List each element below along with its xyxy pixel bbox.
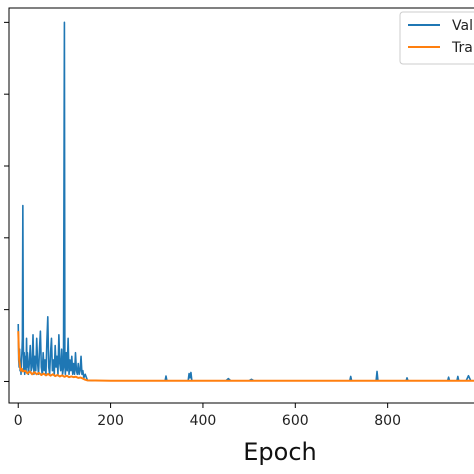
plot-area bbox=[17, 21, 474, 382]
legend: Val Train bbox=[399, 11, 474, 65]
x-tick-label: 0 bbox=[14, 413, 23, 429]
x-tick-label: 800 bbox=[374, 413, 401, 429]
y-axis bbox=[4, 21, 9, 382]
x-tick-label: 400 bbox=[190, 413, 217, 429]
series-line-train bbox=[17, 331, 474, 382]
x-axis: 0 200 400 600 800 bbox=[14, 403, 401, 429]
legend-label-train: Train bbox=[451, 40, 474, 56]
x-tick-label: 200 bbox=[97, 413, 124, 429]
x-axis-label: Epoch bbox=[243, 438, 317, 466]
x-tick-label: 600 bbox=[282, 413, 309, 429]
plot-frame bbox=[8, 7, 474, 404]
legend-label-val: Val bbox=[452, 18, 473, 34]
series-line-val bbox=[17, 21, 474, 382]
